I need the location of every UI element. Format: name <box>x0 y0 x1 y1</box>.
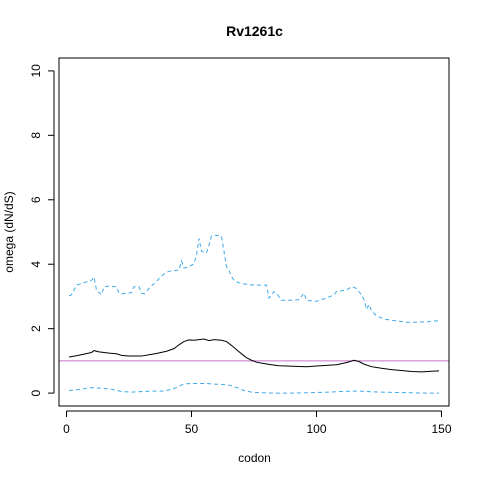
y-tick-label: 0 <box>29 389 43 396</box>
x-tick-label: 150 <box>431 422 451 436</box>
y-tick-label: 8 <box>29 132 43 139</box>
y-tick-label: 2 <box>29 325 43 332</box>
x-tick-label: 0 <box>63 422 70 436</box>
chart-title: Rv1261c <box>226 23 283 39</box>
x-tick-label: 50 <box>185 422 199 436</box>
x-axis: 0 50 100 150 <box>63 410 452 436</box>
plot-frame <box>58 57 450 407</box>
y-tick-label: 4 <box>29 261 43 268</box>
x-axis-label: codon <box>238 451 271 465</box>
series-line-upper-bound <box>68 234 440 323</box>
series-line-lower-bound <box>68 382 439 394</box>
y-axis: 0 2 4 6 8 10 <box>29 64 55 396</box>
y-tick-label: 10 <box>29 64 43 78</box>
x-tick-label: 100 <box>306 422 326 436</box>
series-line-estimate <box>68 338 440 373</box>
plot-area <box>59 234 449 394</box>
y-tick-label: 6 <box>29 196 43 203</box>
y-axis-label: omega (dN/dS) <box>2 191 16 272</box>
